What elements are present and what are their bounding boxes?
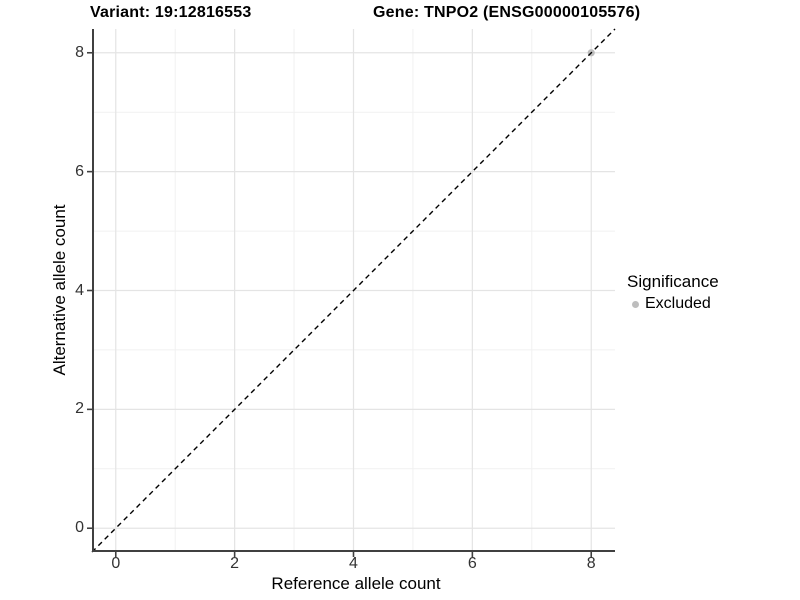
x-tick-label: 2 [230, 555, 240, 572]
legend-entry-label: Excluded [645, 295, 711, 312]
plot-svg [87, 28, 616, 557]
legend-entries: Excluded [627, 295, 719, 313]
plot-title-variant: Variant: 19:12816553 [90, 4, 252, 21]
plot-panel [87, 28, 616, 557]
x-tick-label: 8 [586, 555, 596, 572]
legend-entry: Excluded [627, 295, 719, 313]
identity-line [91, 28, 616, 553]
y-tick-label: 6 [75, 162, 84, 180]
legend: Significance Excluded [627, 272, 719, 313]
y-tick-label: 2 [75, 400, 84, 418]
plot-title-gene: Gene: TNPO2 (ENSG00000105576) [373, 4, 641, 21]
legend-key-dot-icon [632, 300, 639, 308]
legend-title: Significance [627, 272, 719, 291]
x-tick-label: 0 [111, 555, 121, 572]
y-tick-label: 4 [75, 281, 84, 299]
y-tick-label: 8 [75, 43, 84, 61]
y-tick-label: 0 [75, 519, 84, 537]
x-tick-label: 6 [467, 555, 477, 572]
x-tick-label: 4 [349, 555, 358, 572]
x-axis-title: Reference allele count [271, 574, 441, 593]
